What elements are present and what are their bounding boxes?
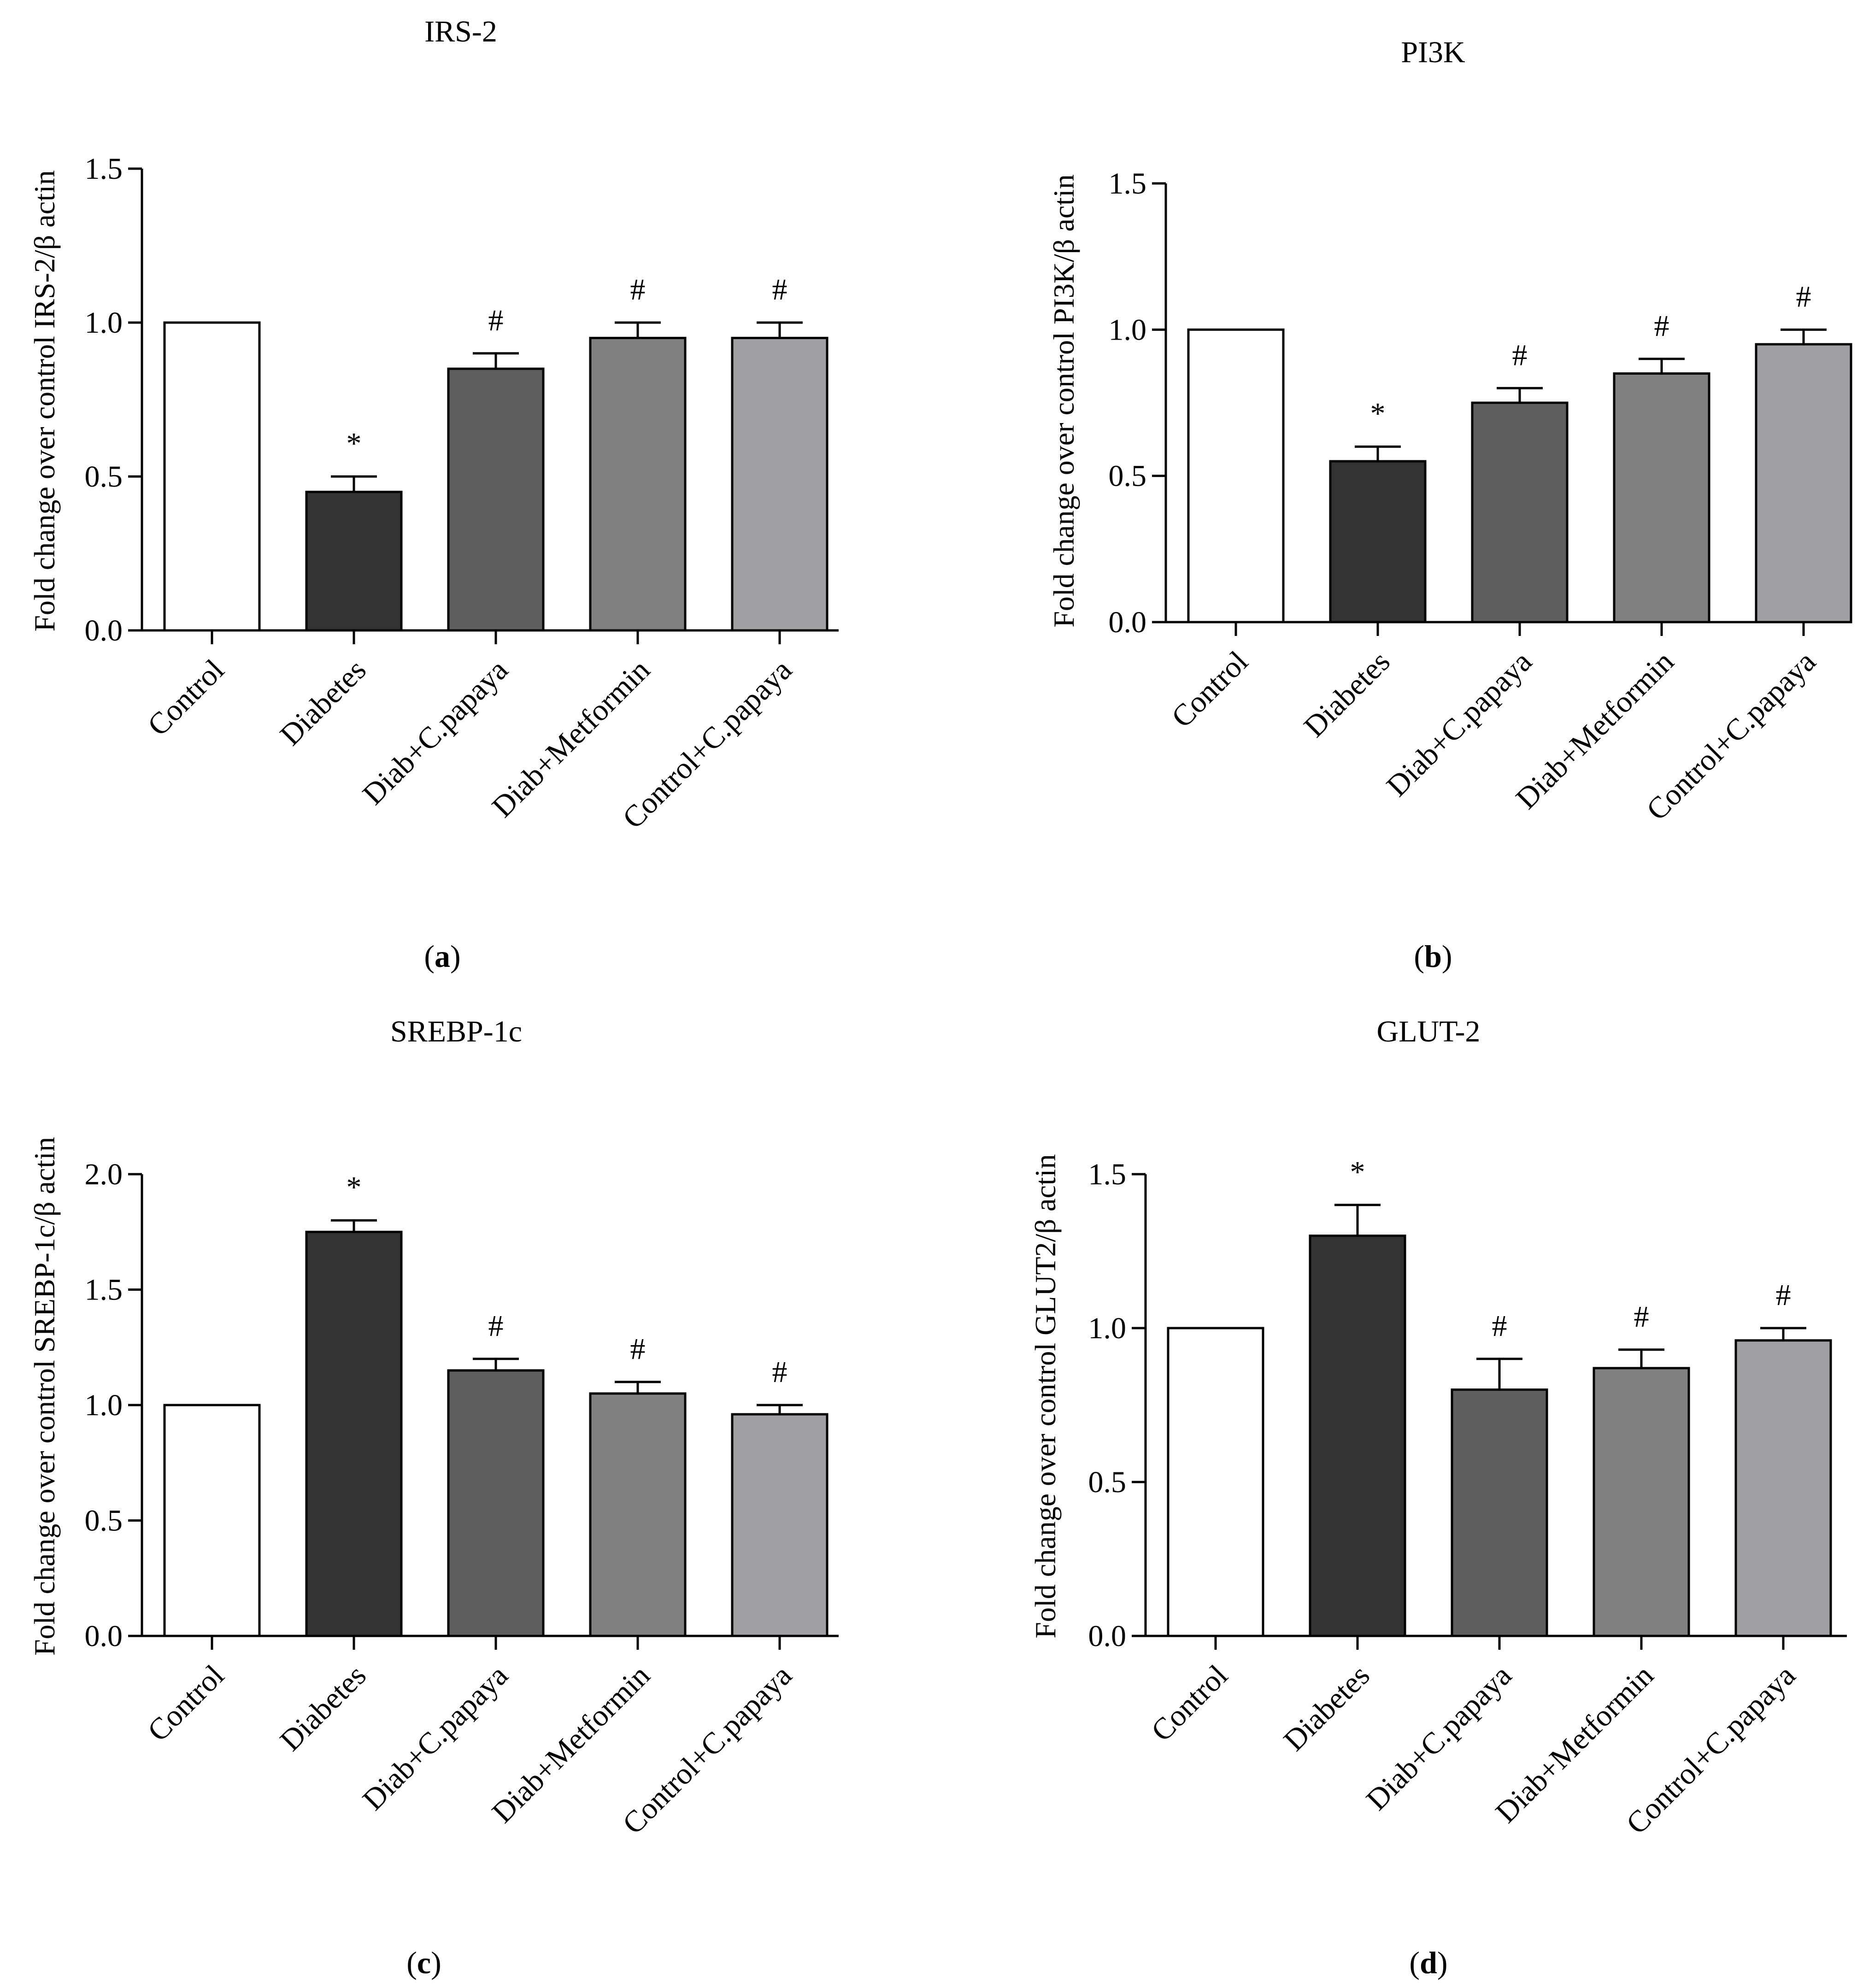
- panel-label: (c): [406, 1945, 441, 1980]
- bar-diabetes: [305, 1230, 403, 1637]
- significance-marker: *: [347, 1170, 362, 1204]
- bar-control-c-papaya: [1755, 343, 1852, 623]
- bar-control: [1187, 328, 1285, 623]
- bar-diab-metformin: [589, 336, 687, 632]
- y-tick-label: 0.0: [85, 1619, 123, 1653]
- bar-diabetes: [305, 490, 403, 632]
- y-tick-label: 2.0: [85, 1158, 123, 1191]
- bar-diab-c-papaya: [447, 367, 545, 632]
- significance-marker: #: [1634, 1300, 1649, 1334]
- bar-diab-metformin: [589, 1392, 687, 1637]
- significance-marker: #: [488, 304, 504, 337]
- y-tick-label: 1.5: [1088, 1158, 1127, 1191]
- y-tick-label: 1.5: [85, 152, 123, 186]
- x-tick-label: Control: [1165, 645, 1254, 734]
- x-tick-label: Diabetes: [1298, 645, 1397, 744]
- bar-diab-c-papaya: [1471, 401, 1569, 623]
- bar-control: [1167, 1327, 1264, 1637]
- bar-diab-metformin: [1613, 372, 1710, 623]
- significance-marker: *: [1350, 1155, 1365, 1189]
- y-axis-label: Fold change over control PI3K/β actin: [1047, 174, 1080, 627]
- significance-marker: #: [1796, 280, 1811, 313]
- y-tick-label: 1.5: [1109, 167, 1147, 200]
- y-tick-label: 0.5: [1088, 1465, 1127, 1499]
- y-tick-label: 0.5: [1109, 459, 1147, 493]
- bar-control: [163, 321, 261, 632]
- panel-label: (b): [1414, 939, 1452, 974]
- y-tick-label: 0.5: [85, 460, 123, 494]
- x-tick-label: Control: [141, 1659, 230, 1748]
- bar-diab-c-papaya: [1451, 1388, 1548, 1637]
- significance-marker: *: [347, 427, 362, 460]
- y-tick-label: 1.0: [85, 306, 123, 340]
- y-tick-label: 1.5: [85, 1273, 123, 1307]
- significance-marker: #: [772, 273, 788, 306]
- bar-control-c-papaya: [1734, 1339, 1832, 1637]
- significance-marker: *: [1370, 397, 1386, 430]
- y-tick-label: 0.0: [85, 614, 123, 647]
- x-tick-label: Control: [1145, 1659, 1234, 1748]
- chart-title: SREBP-1c: [390, 1015, 522, 1048]
- x-tick-label: Diabetes: [1277, 1659, 1376, 1758]
- y-axis-label: Fold change over control SREBP-1c/β acti…: [28, 1137, 61, 1656]
- bar-diab-c-papaya: [447, 1369, 545, 1637]
- significance-marker: #: [630, 273, 646, 306]
- y-tick-label: 1.0: [85, 1388, 123, 1422]
- x-tick-label: Control: [141, 653, 230, 742]
- y-tick-label: 0.0: [1109, 606, 1147, 639]
- panel-c: SREBP-1c Fold change over control SREBP-1…: [28, 1015, 839, 1980]
- x-tick-label: Diab+C.papaya: [1360, 1659, 1518, 1817]
- y-tick-label: 1.0: [1088, 1312, 1127, 1345]
- significance-marker: #: [1512, 338, 1528, 372]
- panel-label: (d): [1409, 1945, 1447, 1980]
- chart-title: GLUT-2: [1377, 1015, 1481, 1048]
- bar-control-c-papaya: [731, 336, 829, 632]
- panel-d: GLUT-2 Fold change over control GLUT2/β a…: [1029, 1015, 1847, 1980]
- y-tick-label: 0.5: [85, 1504, 123, 1538]
- x-tick-label: Diab+C.papaya: [356, 1659, 515, 1817]
- x-tick-label: Diab+C.papaya: [1380, 645, 1539, 803]
- bar-diabetes: [1309, 1235, 1406, 1637]
- chart-title: IRS-2: [424, 15, 497, 48]
- chart-title: PI3K: [1401, 35, 1465, 69]
- y-tick-label: 0.0: [1088, 1619, 1127, 1653]
- significance-marker: #: [1492, 1309, 1507, 1343]
- significance-marker: #: [1654, 309, 1669, 343]
- y-axis-label: Fold change over control GLUT2/β actin: [1029, 1154, 1062, 1639]
- bar-diabetes: [1329, 460, 1427, 623]
- significance-marker: #: [1776, 1278, 1791, 1312]
- significance-marker: #: [772, 1355, 788, 1389]
- significance-marker: #: [488, 1309, 504, 1343]
- panel-label: (a): [424, 939, 460, 974]
- x-tick-label: Diab+C.papaya: [356, 653, 515, 812]
- panel-a: IRS-2 Fold change over control IRS-2/β ac…: [28, 15, 839, 974]
- bar-diab-metformin: [1593, 1367, 1690, 1637]
- bar-control: [163, 1404, 261, 1637]
- panel-b: PI3K Fold change over control PI3K/β acti…: [1047, 35, 1852, 974]
- x-tick-label: Diabetes: [274, 653, 373, 752]
- x-tick-label: Diabetes: [274, 1659, 373, 1758]
- bar-control-c-papaya: [731, 1413, 829, 1637]
- y-axis-label: Fold change over control IRS-2/β actin: [28, 170, 61, 631]
- y-tick-label: 1.0: [1109, 313, 1147, 347]
- significance-marker: #: [630, 1332, 646, 1366]
